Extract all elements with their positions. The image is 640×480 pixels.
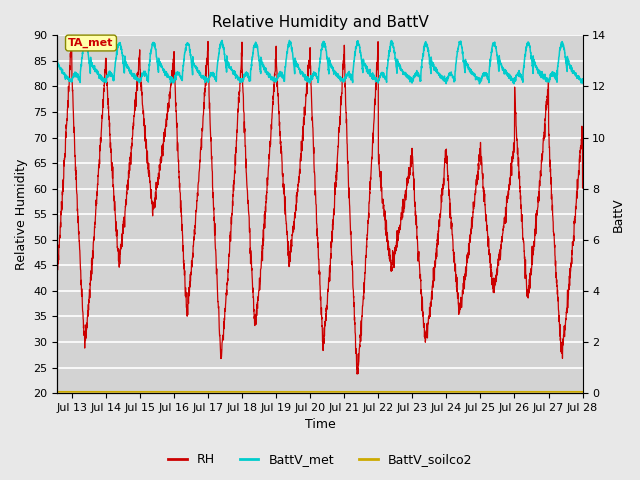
Y-axis label: Relative Humidity: Relative Humidity bbox=[15, 158, 28, 270]
X-axis label: Time: Time bbox=[305, 419, 335, 432]
Y-axis label: BattV: BattV bbox=[612, 197, 625, 231]
Title: Relative Humidity and BattV: Relative Humidity and BattV bbox=[212, 15, 428, 30]
Text: TA_met: TA_met bbox=[68, 38, 114, 48]
Legend: RH, BattV_met, BattV_soilco2: RH, BattV_met, BattV_soilco2 bbox=[163, 448, 477, 471]
